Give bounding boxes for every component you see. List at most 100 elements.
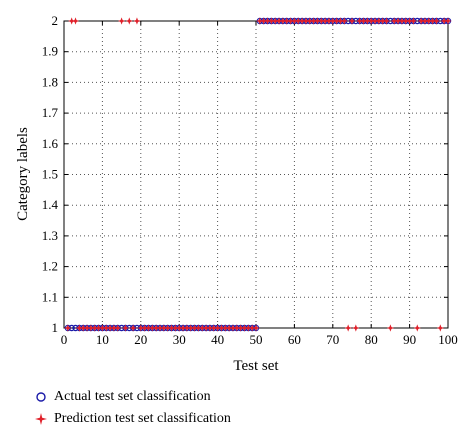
prediction-point bbox=[283, 17, 291, 25]
y-tick-label: 2 bbox=[52, 13, 59, 28]
prediction-point bbox=[114, 324, 122, 332]
x-axis-label: Test set bbox=[233, 358, 279, 374]
prediction-point bbox=[382, 17, 391, 25]
prediction-point bbox=[375, 17, 383, 25]
prediction-point bbox=[129, 324, 137, 332]
prediction-point bbox=[386, 324, 394, 332]
prediction-point bbox=[333, 17, 341, 25]
prediction-point bbox=[329, 17, 337, 25]
prediction-point bbox=[406, 17, 414, 25]
prediction-point bbox=[75, 324, 83, 332]
y-tick-label: 1.9 bbox=[42, 44, 58, 59]
prediction-point bbox=[367, 17, 375, 25]
prediction-point bbox=[398, 17, 406, 25]
prediction-point bbox=[356, 17, 364, 25]
prediction-point bbox=[244, 324, 252, 332]
prediction-point bbox=[302, 17, 310, 25]
prediction-point bbox=[83, 324, 91, 332]
circle-marker-icon bbox=[36, 392, 46, 402]
prediction-point bbox=[167, 324, 176, 332]
prediction-point bbox=[321, 17, 329, 25]
x-tick-label: 40 bbox=[211, 332, 224, 347]
prediction-point bbox=[371, 17, 379, 25]
prediction-point bbox=[429, 17, 437, 25]
scatter-chart: 0 10 20 30 40 50 60 70 80 90 100 11.11.21.31.41.51… bbox=[15, 13, 458, 374]
prediction-point bbox=[98, 324, 106, 332]
star-marker-icon bbox=[35, 413, 47, 425]
prediction-point bbox=[248, 324, 256, 332]
prediction-point bbox=[68, 17, 76, 25]
prediction-point bbox=[240, 324, 249, 332]
prediction-point bbox=[194, 324, 202, 332]
y-tick-labels: 1 1.1 1.2 1.3 1.4 1.5 1.6 1.7 1.8 1.9 2 bbox=[42, 13, 59, 335]
prediction-point bbox=[267, 17, 275, 25]
prediction-point bbox=[252, 324, 260, 332]
x-tick-label: 90 bbox=[403, 332, 416, 347]
y-tick-label: 1.6 bbox=[42, 136, 59, 151]
prediction-point bbox=[440, 17, 448, 25]
grid-lines bbox=[64, 21, 448, 328]
prediction-point bbox=[317, 17, 325, 25]
y-tick-label: 1.3 bbox=[42, 228, 58, 243]
prediction-point bbox=[294, 17, 302, 25]
prediction-point bbox=[421, 17, 429, 25]
prediction-point bbox=[183, 324, 191, 332]
prediction-point bbox=[133, 17, 141, 25]
prediction-point bbox=[313, 17, 322, 25]
prediction-point bbox=[344, 324, 352, 332]
prediction-point bbox=[221, 324, 229, 332]
prediction-point bbox=[409, 17, 418, 25]
prediction-point bbox=[286, 17, 295, 25]
prediction-point bbox=[198, 324, 206, 332]
prediction-point bbox=[237, 324, 245, 332]
prediction-point bbox=[102, 324, 110, 332]
prediction-point bbox=[275, 17, 283, 25]
prediction-point bbox=[402, 17, 410, 25]
y-tick-label: 1.5 bbox=[42, 167, 58, 182]
prediction-point bbox=[152, 324, 160, 332]
prediction-series bbox=[64, 17, 452, 332]
prediction-point bbox=[271, 17, 279, 25]
prediction-point bbox=[233, 324, 241, 332]
prediction-point bbox=[156, 324, 164, 332]
prediction-point bbox=[79, 324, 87, 332]
y-tick-label: 1.1 bbox=[42, 289, 58, 304]
x-tick-label: 80 bbox=[365, 332, 378, 347]
prediction-point bbox=[298, 17, 306, 25]
prediction-point bbox=[290, 17, 298, 25]
prediction-point bbox=[394, 17, 402, 25]
x-tick-label: 70 bbox=[326, 332, 339, 347]
prediction-point bbox=[206, 324, 214, 332]
prediction-point bbox=[164, 324, 172, 332]
prediction-point bbox=[425, 17, 433, 25]
prediction-point bbox=[379, 17, 387, 25]
legend-label-prediction: Prediction test set classification bbox=[54, 411, 231, 426]
prediction-point bbox=[306, 17, 314, 25]
prediction-point bbox=[363, 17, 371, 25]
prediction-point bbox=[225, 324, 233, 332]
prediction-point bbox=[125, 17, 133, 25]
prediction-point bbox=[413, 324, 421, 332]
prediction-point bbox=[160, 324, 168, 332]
prediction-point bbox=[432, 17, 441, 25]
prediction-point bbox=[325, 17, 333, 25]
x-tick-label: 30 bbox=[173, 332, 186, 347]
y-axis-label: Category labels bbox=[15, 127, 31, 221]
x-tick-label: 10 bbox=[96, 332, 109, 347]
prediction-point bbox=[256, 17, 264, 25]
prediction-point bbox=[64, 324, 72, 332]
prediction-point bbox=[210, 324, 218, 332]
prediction-point bbox=[279, 17, 287, 25]
prediction-point bbox=[436, 324, 444, 332]
prediction-point bbox=[141, 324, 149, 332]
prediction-point bbox=[71, 17, 80, 25]
prediction-point bbox=[94, 324, 103, 332]
prediction-point bbox=[214, 324, 222, 332]
prediction-point bbox=[444, 17, 452, 25]
x-tick-label: 50 bbox=[250, 332, 263, 347]
prediction-point bbox=[187, 324, 195, 332]
prediction-point bbox=[390, 17, 398, 25]
prediction-point bbox=[179, 324, 187, 332]
prediction-point bbox=[91, 324, 99, 332]
prediction-point bbox=[217, 324, 226, 332]
